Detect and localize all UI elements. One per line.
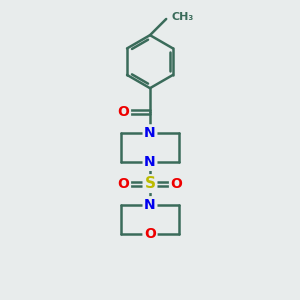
Text: O: O <box>144 227 156 241</box>
Text: O: O <box>171 177 182 190</box>
Text: CH₃: CH₃ <box>172 13 194 22</box>
Text: O: O <box>118 177 129 190</box>
Text: O: O <box>118 105 129 119</box>
Text: S: S <box>145 176 155 191</box>
Text: N: N <box>144 155 156 170</box>
Text: N: N <box>144 126 156 140</box>
Text: N: N <box>144 198 156 212</box>
